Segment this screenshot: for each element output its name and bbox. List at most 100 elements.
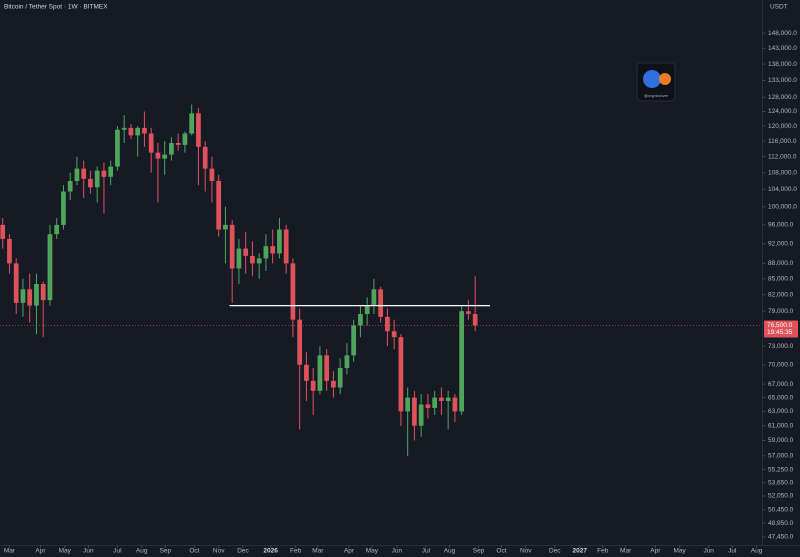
y-tick-label: 138,000.0 — [768, 61, 797, 68]
x-tick-label: Sep — [160, 548, 172, 555]
candle-body — [20, 289, 26, 303]
last-price-label: 76,500.0 — [767, 322, 793, 329]
x-tick-label: Apr — [35, 548, 46, 555]
y-tick-label: 116,000.0 — [768, 138, 797, 145]
y-tick-label: 85,000.0 — [768, 275, 794, 282]
watermark-handle: @cryptorover — [644, 93, 669, 98]
y-tick-label: 67,000.0 — [768, 381, 794, 388]
candle-body — [378, 289, 384, 317]
x-tick-label: Aug — [444, 548, 456, 555]
candle-body — [432, 397, 438, 408]
candle-body — [135, 127, 141, 136]
y-tick-label: 48,950.0 — [768, 520, 794, 527]
candle-body — [283, 229, 289, 264]
candle-body — [162, 154, 168, 159]
candle-body — [13, 263, 19, 303]
candle-body — [472, 314, 478, 326]
candle-body — [364, 305, 370, 315]
y-tick-label: 53,650.0 — [768, 479, 794, 486]
candle-body — [155, 152, 161, 159]
y-tick-label: 120,000.0 — [768, 123, 797, 130]
candle-body — [452, 397, 458, 412]
y-tick-label: 100,000.0 — [768, 204, 797, 211]
candle-body — [439, 397, 444, 402]
candle-body — [358, 314, 363, 326]
x-tick-label: Feb — [290, 548, 302, 555]
y-tick-label: 73,000.0 — [768, 343, 794, 350]
candle-body — [229, 224, 235, 269]
candle-body — [148, 133, 154, 153]
candle-body — [317, 355, 323, 391]
candle-body — [81, 168, 87, 179]
candle-body — [297, 319, 303, 365]
y-tick-label: 88,000.0 — [768, 260, 794, 267]
candle-body — [236, 248, 242, 269]
candle-body — [344, 355, 350, 368]
candle-body — [337, 367, 343, 388]
candle-body — [47, 234, 53, 301]
candle-body — [121, 127, 127, 130]
x-tick-label: Jul — [728, 548, 737, 555]
y-tick-label: 55,250.0 — [768, 466, 794, 473]
candle-body — [216, 180, 222, 230]
y-tick-label: 148,000.0 — [768, 30, 797, 37]
candle-body — [196, 113, 201, 147]
candle-body — [189, 113, 195, 134]
x-tick-label: Jul — [113, 548, 122, 555]
candle-body — [324, 355, 330, 381]
candle-body — [371, 289, 377, 306]
y-tick-label: 92,000.0 — [768, 240, 794, 247]
watermark: @cryptorover — [636, 62, 676, 102]
y-tick-label: 133,000.0 — [768, 77, 797, 84]
candle-body — [67, 180, 73, 192]
y-tick-label: 128,000.0 — [768, 94, 797, 101]
candle-body — [290, 263, 296, 320]
candle-body — [398, 337, 404, 412]
x-tick-label: Jun — [392, 548, 403, 555]
candle-body — [61, 191, 66, 225]
x-tick-label: Jul — [422, 548, 431, 555]
candle-body — [74, 168, 80, 181]
candle-body — [202, 146, 208, 169]
candle-body — [351, 325, 357, 356]
candle-body — [310, 380, 316, 391]
y-tick-label: 112,000.0 — [768, 153, 797, 160]
candle-body — [169, 142, 174, 155]
candle-body — [175, 142, 181, 145]
watermark-circle — [659, 73, 671, 85]
candle-body — [256, 258, 262, 264]
candle-body — [88, 178, 93, 188]
x-tick-label: Dec — [549, 548, 561, 555]
y-tick-label: 57,000.0 — [768, 452, 794, 459]
x-tick-label: May — [59, 548, 72, 555]
y-tick-label: 108,000.0 — [768, 169, 797, 176]
candle-body — [7, 238, 12, 264]
candle-body — [40, 284, 46, 301]
currency-label: USDT — [770, 4, 788, 11]
last-price-box — [764, 320, 798, 338]
candle-body — [466, 311, 471, 315]
x-tick-label: Nov — [213, 548, 225, 555]
candle-body — [250, 255, 255, 264]
candle-body — [115, 129, 120, 167]
x-tick-label: 2027 — [573, 548, 588, 555]
candle-body — [94, 170, 100, 188]
candle-body — [445, 397, 451, 402]
x-tick-label: Aug — [751, 548, 763, 555]
x-tick-label: Jun — [83, 548, 94, 555]
y-tick-label: 63,000.0 — [768, 408, 794, 415]
y-tick-label: 96,000.0 — [768, 222, 794, 229]
candle-body — [34, 284, 39, 306]
candle-body — [108, 166, 114, 177]
x-tick-label: Dec — [237, 548, 249, 555]
candle-body — [270, 246, 276, 254]
candle-body — [425, 404, 431, 408]
y-tick-label: 79,000.0 — [768, 308, 794, 315]
candle-body — [391, 331, 397, 338]
candle-body — [263, 246, 269, 259]
y-tick-label: 52,050.0 — [768, 493, 794, 500]
x-tick-label: Sep — [473, 548, 485, 555]
candle-body — [54, 224, 60, 235]
candle-body — [277, 229, 282, 254]
